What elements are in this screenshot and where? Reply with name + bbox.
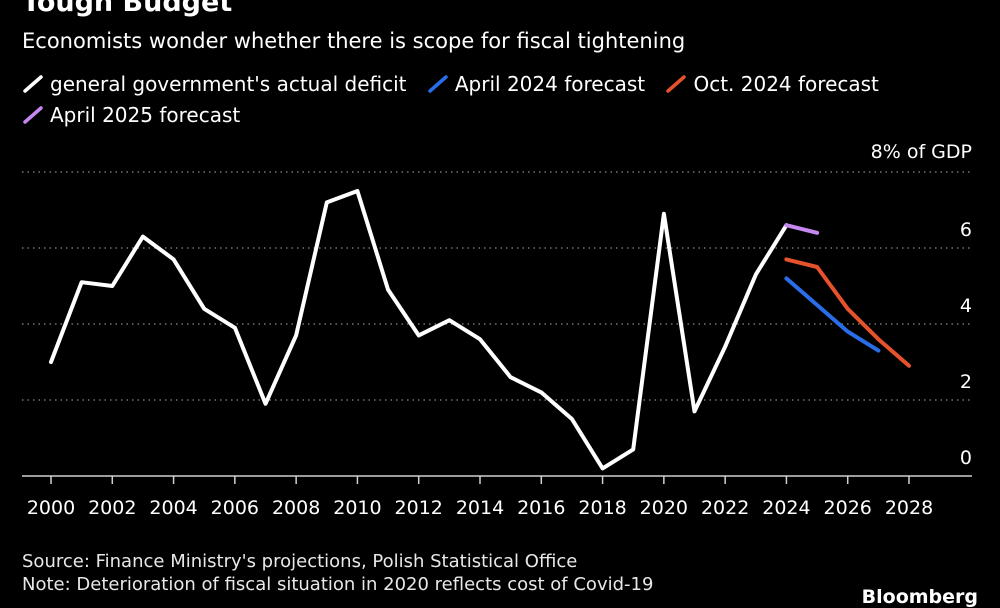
series-line-actual-deficit [49, 189, 789, 471]
x-tick-label: 2006 [211, 497, 259, 519]
y-tick-label: 6 [960, 219, 972, 241]
x-tick-label: 2000 [27, 497, 75, 519]
y-tick-label: 0 [960, 447, 972, 469]
series-line-oct-2024-forecast [784, 257, 911, 368]
series-line-april-2024-forecast [784, 276, 881, 353]
legend-label: April 2024 forecast [454, 72, 646, 96]
legend-item-april-2025: April 2025 forecast [22, 101, 240, 129]
series-lines [49, 189, 911, 471]
legend-label: general government's actual deficit [50, 72, 407, 96]
gridlines [22, 171, 972, 477]
x-tick-label: 2014 [456, 497, 504, 519]
y-tick-label: 2 [960, 371, 972, 393]
x-tick-label: 2002 [88, 497, 136, 519]
x-tick-label: 2016 [517, 497, 565, 519]
x-tick-label: 2012 [395, 497, 443, 519]
x-tick-label: 2008 [272, 497, 320, 519]
x-tick-label: 2010 [333, 497, 381, 519]
x-tick-label: 2026 [824, 497, 872, 519]
bloomberg-logo: Bloomberg [861, 586, 978, 608]
source-note: Source: Finance Ministry's projections, … [22, 551, 578, 572]
x-axis: 2000 2002 2004 2006 2008 2010 2012 2014 2016 2018… [27, 476, 933, 519]
series-line-april-2025-forecast [784, 223, 820, 235]
legend-item-oct-2024: Oct. 2024 forecast [665, 70, 879, 98]
x-tick-label: 2020 [640, 497, 688, 519]
legend-label: April 2025 forecast [50, 103, 241, 127]
y-axis: 0 2 4 6 [960, 219, 972, 469]
y-unit-label: 8% of GDP [871, 141, 972, 163]
legend-item-april-2024: April 2024 forecast [427, 70, 645, 98]
x-tick-label: 2022 [701, 497, 749, 519]
chart-title: Tough Budget [22, 0, 233, 18]
x-tick-label: 2028 [885, 497, 933, 519]
legend-label: Oct. 2024 forecast [693, 72, 879, 96]
y-tick-label: 4 [960, 295, 972, 317]
chart-subtitle: Economists wonder whether there is scope… [22, 29, 686, 53]
legend-item-actual: general government's actual deficit [22, 70, 407, 98]
x-tick-label: 2024 [762, 497, 810, 519]
footnote: Note: Deterioration of fiscal situation … [22, 574, 654, 595]
legend: general government's actual deficit Apri… [22, 70, 982, 132]
x-tick-label: 2004 [149, 497, 197, 519]
x-tick-label: 2018 [578, 497, 626, 519]
